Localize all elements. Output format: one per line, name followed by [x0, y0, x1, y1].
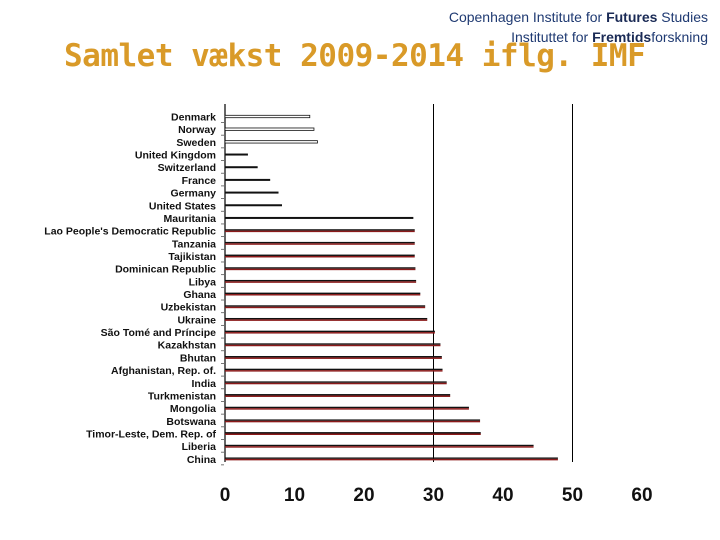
bar-2	[224, 140, 318, 144]
institute-line1-bold: Futures	[606, 9, 658, 25]
bar-23	[225, 406, 469, 410]
category-label-26: Liberia	[182, 441, 217, 453]
category-label-19: Bhutan	[180, 352, 216, 364]
category-label-3: United Kingdom	[135, 150, 216, 162]
category-label-5: France	[182, 175, 217, 187]
category-label-10: Tanzania	[172, 238, 216, 250]
category-label-4: Switzerland	[158, 162, 216, 174]
category-label-11: Tajikistan	[168, 251, 216, 263]
bar-12	[225, 267, 416, 271]
institute-line1-suffix: Studies	[657, 9, 708, 25]
bar-15	[225, 305, 426, 309]
bar-1	[224, 127, 315, 131]
bar-9	[225, 229, 415, 233]
bar-18	[225, 343, 441, 347]
category-label-12: Dominican Republic	[115, 264, 216, 276]
bar-26	[225, 444, 534, 448]
category-label-18: Kazakhstan	[158, 340, 216, 352]
bar-16	[225, 317, 428, 321]
bar-6	[225, 191, 279, 194]
category-label-23: Mongolia	[170, 403, 216, 415]
category-label-15: Uzbekistan	[161, 302, 216, 314]
bar-7	[225, 204, 282, 207]
category-label-6: Germany	[170, 188, 216, 200]
chart-gridlines	[224, 104, 573, 462]
x-tick-label-30: 30	[423, 485, 444, 506]
institute-line2-suffix: forskning	[651, 29, 708, 45]
category-label-16: Ukraine	[177, 314, 216, 326]
bar-24	[225, 419, 481, 423]
institute-name-danish: Instituttet for Fremtidsforskning	[511, 29, 708, 45]
category-label-14: Ghana	[183, 289, 216, 301]
bar-25	[225, 432, 481, 435]
bar-20	[225, 368, 443, 372]
category-label-2: Sweden	[176, 137, 216, 149]
category-label-24: Botswana	[166, 416, 216, 428]
category-label-20: Afghanistan, Rep. of.	[111, 365, 216, 377]
category-label-9: Lao People's Democratic Republic	[44, 226, 216, 238]
category-label-22: Turkmenistan	[148, 390, 216, 402]
x-tick-label-40: 40	[492, 485, 513, 506]
bar-22	[225, 394, 451, 397]
bar-13	[225, 279, 417, 283]
category-label-27: China	[187, 454, 216, 466]
x-tick-label-10: 10	[284, 485, 305, 506]
bar-19	[225, 356, 442, 359]
institute-name-english: Copenhagen Institute for Futures Studies	[449, 9, 708, 25]
bar-10	[225, 241, 415, 245]
category-label-0: Denmark	[171, 112, 216, 124]
category-label-13: Libya	[189, 276, 217, 288]
x-tick-label-60: 60	[631, 485, 652, 506]
bar-21	[225, 381, 447, 385]
bar-0	[224, 114, 311, 119]
bar-5	[225, 178, 271, 181]
x-tick-label-0: 0	[220, 485, 231, 506]
bar-17	[225, 330, 435, 334]
category-label-1: Norway	[178, 124, 216, 136]
category-label-21: India	[191, 378, 216, 390]
bar-14	[225, 292, 421, 296]
x-tick-label-20: 20	[353, 485, 374, 506]
category-label-8: Mauritania	[163, 213, 216, 225]
bar-3	[225, 153, 248, 156]
bar-11	[225, 254, 415, 258]
chart-bars	[224, 114, 558, 461]
slide-title: Samlet vækst 2009-2014 iflg. IMF	[64, 38, 646, 74]
institute-line1-prefix: Copenhagen Institute for	[448, 9, 607, 25]
category-label-7: United States	[149, 200, 216, 212]
category-label-25: Timor-Leste, Dem. Rep. of	[86, 429, 216, 441]
institute-line2-prefix: Instituttet for	[511, 29, 593, 45]
institute-line2-bold: Fremtids	[592, 29, 652, 45]
bar-4	[225, 166, 258, 169]
x-tick-label-50: 50	[562, 485, 583, 506]
bar-8	[225, 216, 414, 219]
bar-27	[225, 457, 558, 461]
category-label-17: São Tomé and Príncipe	[101, 327, 216, 339]
x-axis-tick-labels: 0 10 20 30 40 50 60	[220, 485, 653, 506]
